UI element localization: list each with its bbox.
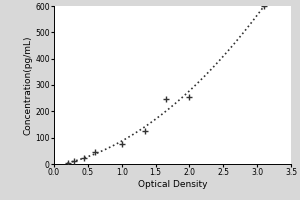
X-axis label: Optical Density: Optical Density (138, 180, 207, 189)
Y-axis label: Concentration(pg/mL): Concentration(pg/mL) (23, 35, 32, 135)
